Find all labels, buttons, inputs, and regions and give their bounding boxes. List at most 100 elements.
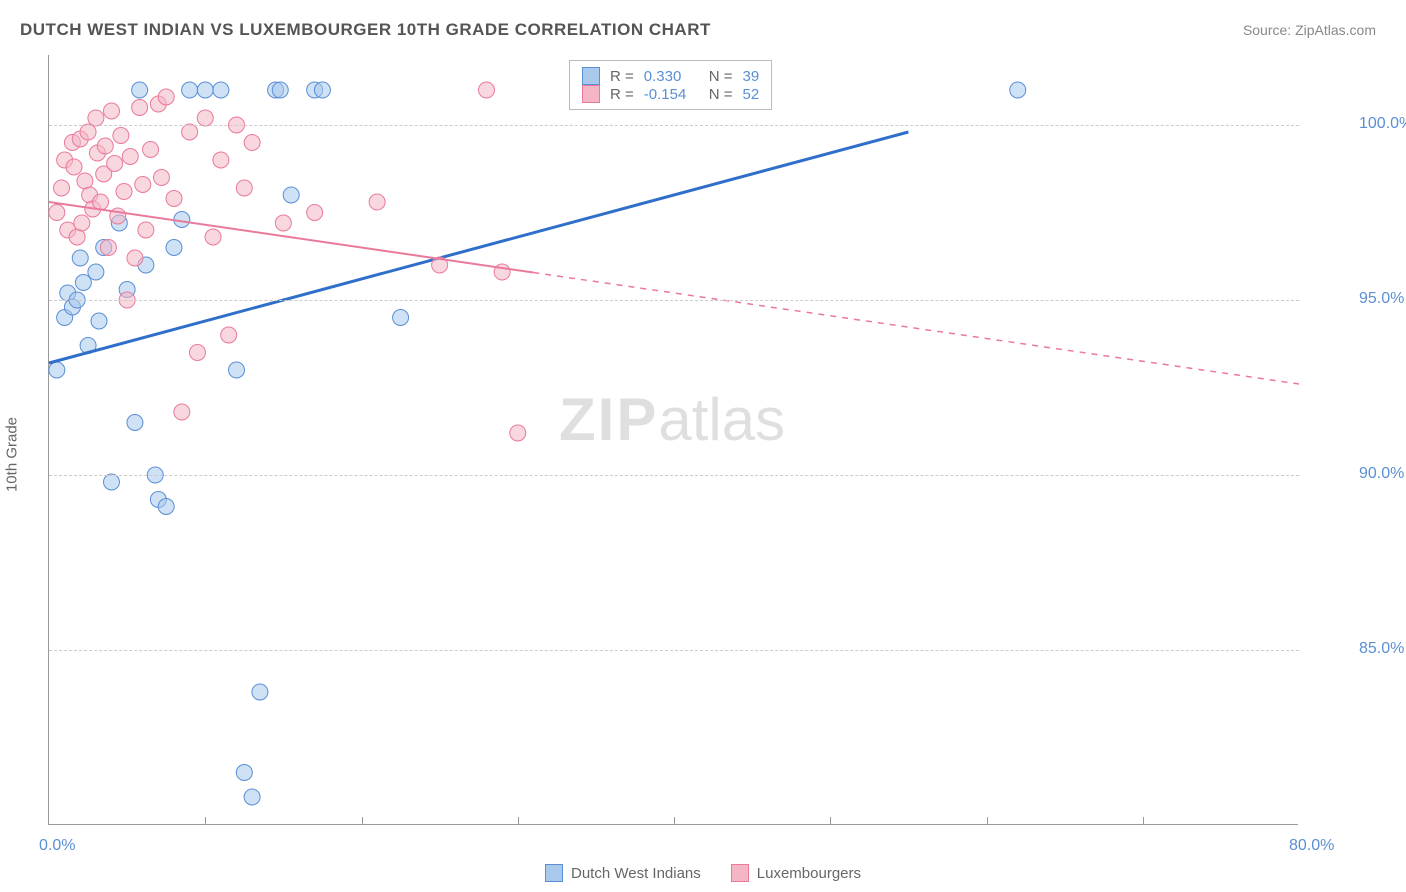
scatter-point xyxy=(205,229,221,245)
x-tick-mark xyxy=(362,817,363,825)
scatter-point xyxy=(132,82,148,98)
scatter-point xyxy=(1010,82,1026,98)
y-tick-label: 90.0% xyxy=(1359,465,1404,483)
grid-line xyxy=(49,125,1299,126)
scatter-point xyxy=(66,159,82,175)
scatter-point xyxy=(113,128,129,144)
stats-r-value: -0.154 xyxy=(644,86,699,103)
trend-line xyxy=(49,202,533,273)
x-tick-mark xyxy=(205,817,206,825)
legend-label: Dutch West Indians xyxy=(571,865,701,882)
scatter-point xyxy=(182,82,198,98)
scatter-point xyxy=(314,82,330,98)
scatter-point xyxy=(174,404,190,420)
legend-swatch xyxy=(545,864,563,882)
scatter-point xyxy=(307,205,323,221)
scatter-point xyxy=(122,149,138,165)
x-tick-mark xyxy=(674,817,675,825)
trend-line-dashed xyxy=(533,273,1299,384)
scatter-point xyxy=(74,215,90,231)
scatter-point xyxy=(132,100,148,116)
grid-line xyxy=(49,650,1299,651)
x-tick-mark xyxy=(1143,817,1144,825)
scatter-point xyxy=(369,194,385,210)
x-tick-label: 80.0% xyxy=(1289,837,1334,855)
stats-swatch xyxy=(582,67,600,85)
scatter-point xyxy=(158,89,174,105)
scatter-point xyxy=(158,499,174,515)
stats-r-label: R = xyxy=(610,68,634,85)
scatter-point xyxy=(275,215,291,231)
grid-line xyxy=(49,475,1299,476)
stats-r-label: R = xyxy=(610,86,634,103)
legend-bottom: Dutch West Indians Luxembourgers xyxy=(545,864,861,882)
stats-r-value: 0.330 xyxy=(644,68,699,85)
scatter-point xyxy=(154,170,170,186)
scatter-point xyxy=(127,415,143,431)
scatter-point xyxy=(116,184,132,200)
scatter-point xyxy=(97,138,113,154)
scatter-point xyxy=(138,222,154,238)
stats-n-label: N = xyxy=(709,86,733,103)
y-tick-label: 100.0% xyxy=(1359,115,1406,133)
scatter-point xyxy=(182,124,198,140)
scatter-point xyxy=(272,82,288,98)
x-tick-mark xyxy=(987,817,988,825)
stats-n-value: 52 xyxy=(743,86,760,103)
stats-box: R = 0.330 N = 39 R = -0.154 N = 52 xyxy=(569,60,772,110)
scatter-point xyxy=(127,250,143,266)
chart-title: DUTCH WEST INDIAN VS LUXEMBOURGER 10TH G… xyxy=(20,20,711,40)
scatter-point xyxy=(49,205,65,221)
y-tick-label: 85.0% xyxy=(1359,640,1404,658)
scatter-point xyxy=(213,82,229,98)
scatter-point xyxy=(189,345,205,361)
scatter-point xyxy=(104,474,120,490)
scatter-point xyxy=(107,156,123,172)
scatter-point xyxy=(236,765,252,781)
scatter-point xyxy=(54,180,70,196)
source-label: Source: ZipAtlas.com xyxy=(1243,22,1376,38)
stats-row: R = 0.330 N = 39 xyxy=(582,67,759,85)
scatter-point xyxy=(244,789,260,805)
stats-swatch xyxy=(582,85,600,103)
plot-svg xyxy=(49,55,1298,824)
scatter-point xyxy=(213,152,229,168)
scatter-point xyxy=(93,194,109,210)
stats-n-label: N = xyxy=(709,68,733,85)
scatter-point xyxy=(135,177,151,193)
scatter-point xyxy=(49,362,65,378)
scatter-point xyxy=(221,327,237,343)
chart-container: DUTCH WEST INDIAN VS LUXEMBOURGER 10TH G… xyxy=(0,0,1406,892)
scatter-point xyxy=(174,212,190,228)
legend-item: Dutch West Indians xyxy=(545,864,701,882)
scatter-point xyxy=(393,310,409,326)
x-tick-label: 0.0% xyxy=(39,837,75,855)
grid-line xyxy=(49,300,1299,301)
scatter-point xyxy=(100,240,116,256)
scatter-point xyxy=(236,180,252,196)
y-tick-label: 95.0% xyxy=(1359,290,1404,308)
scatter-point xyxy=(197,110,213,126)
scatter-point xyxy=(88,264,104,280)
scatter-point xyxy=(244,135,260,151)
legend-swatch xyxy=(731,864,749,882)
scatter-point xyxy=(283,187,299,203)
scatter-point xyxy=(252,684,268,700)
scatter-point xyxy=(91,313,107,329)
legend-label: Luxembourgers xyxy=(757,865,861,882)
scatter-point xyxy=(510,425,526,441)
plot-area: ZIPatlas R =0.330N =39R =-0.154N =52 85.… xyxy=(48,55,1298,825)
stats-n-value: 39 xyxy=(743,68,760,85)
scatter-point xyxy=(104,103,120,119)
x-tick-mark xyxy=(518,817,519,825)
scatter-point xyxy=(197,82,213,98)
y-axis-label: 10th Grade xyxy=(4,417,21,492)
scatter-point xyxy=(229,362,245,378)
scatter-point xyxy=(80,124,96,140)
scatter-point xyxy=(72,250,88,266)
scatter-point xyxy=(143,142,159,158)
scatter-point xyxy=(88,110,104,126)
scatter-point xyxy=(479,82,495,98)
x-tick-mark xyxy=(830,817,831,825)
legend-item: Luxembourgers xyxy=(731,864,861,882)
